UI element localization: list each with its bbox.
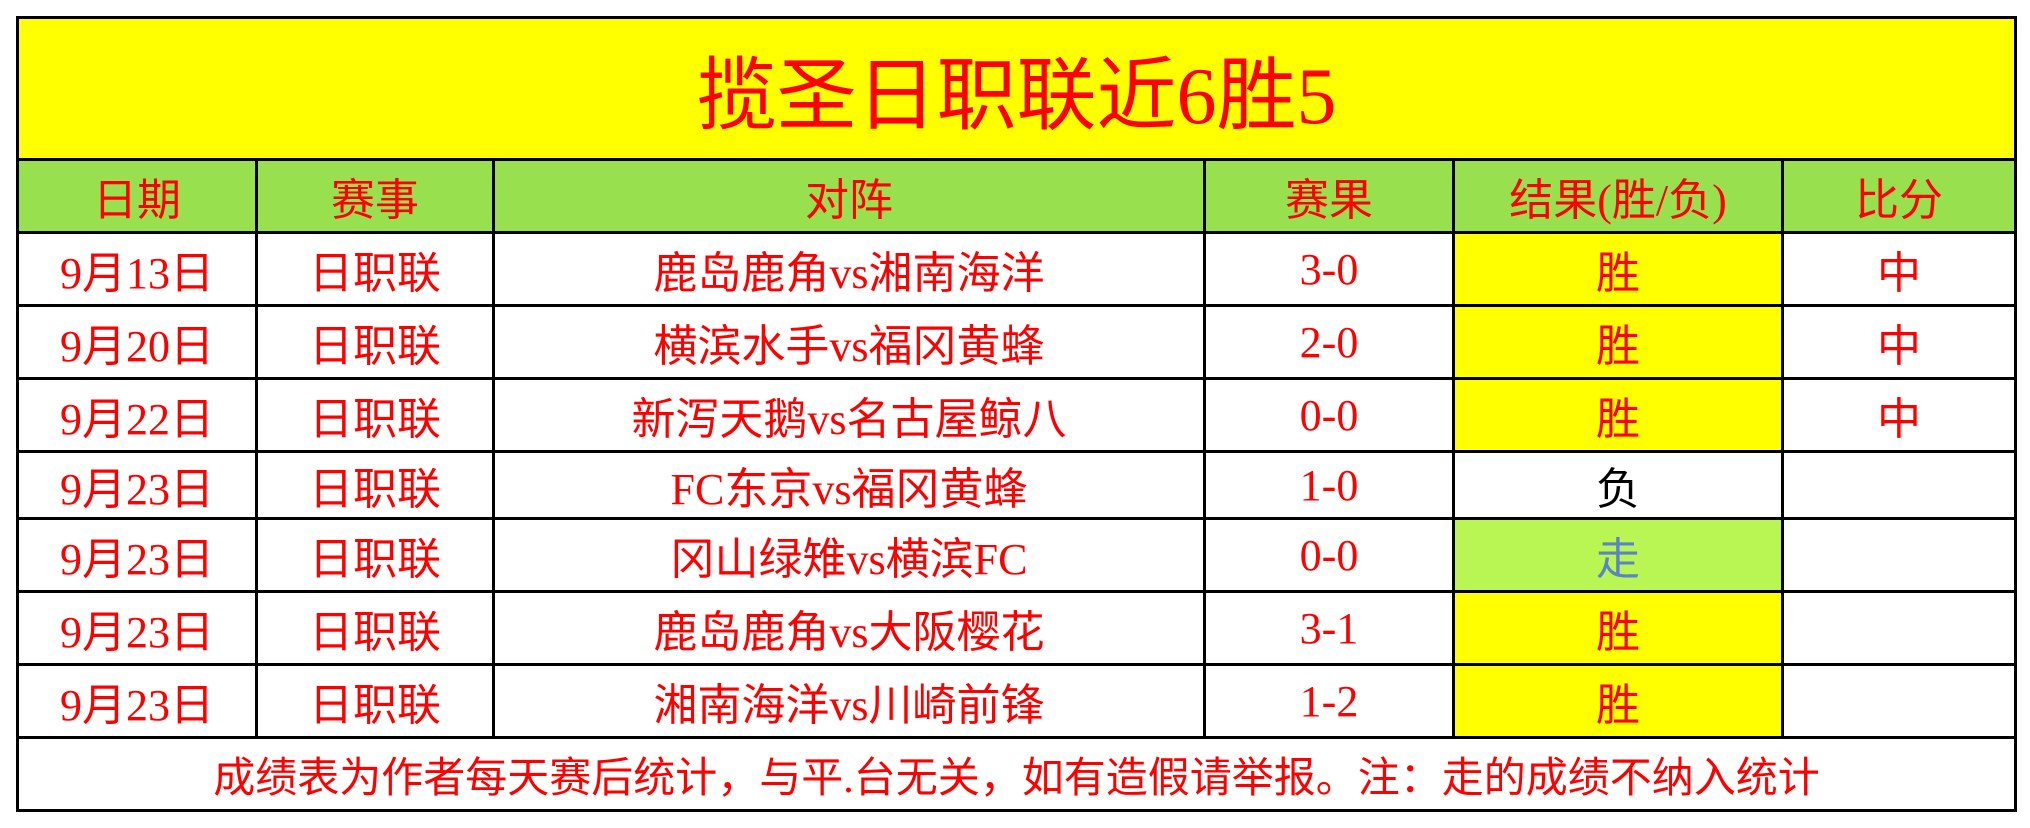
header-row: 日期 赛事 对阵 赛果 结果(胜/负) 比分 [16,158,2018,234]
table-row: 9月22日 日职联 新泻天鹅vs名古屋鲸八 0-0 胜中 [16,377,2018,453]
table-row: 9月20日 日职联 横滨水手vs福冈黄蜂 2-0 胜中 [16,304,2018,380]
table-title: 揽圣日职联近6胜5 [15,16,2018,161]
table-row: 9月23日 日职联 FC东京vs福冈黄蜂 1-0 负 [16,450,2018,520]
date-cell: 9月20日 [16,304,258,380]
result-cell: 胜 [1452,590,1784,666]
league-cell: 日职联 [255,450,495,520]
match-cell: 冈山绿雉vs横滨FC [492,517,1206,593]
results-table: 揽圣日职联近6胜5 日期 赛事 对阵 赛果 结果(胜/负) 比分 9月13日 日职… [15,16,2018,812]
date-cell: 9月23日 [16,450,258,520]
match-cell: FC东京vs福冈黄蜂 [492,450,1206,520]
result-cell: 胜 [1452,231,1784,307]
league-cell: 日职联 [255,231,495,307]
result-cell: 胜 [1452,304,1784,380]
table-row: 9月23日 日职联 冈山绿雉vs横滨FC 0-0 走 [16,517,2018,593]
header-league: 赛事 [255,158,495,234]
date-cell: 9月22日 [16,377,258,453]
pick-cell [1780,450,2018,520]
header-result: 结果(胜/负) [1452,158,1784,234]
score-cell: 1-2 [1203,663,1455,739]
result-cell: 胜 [1452,663,1784,739]
match-cell: 鹿岛鹿角vs大阪樱花 [492,590,1206,666]
date-cell: 9月23日 [16,663,258,739]
header-pick: 比分 [1780,158,2018,234]
table-row: 9月13日 日职联 鹿岛鹿角vs湘南海洋 3-0 胜中 [16,231,2018,307]
pick-cell: 中 [1780,304,2018,380]
league-cell: 日职联 [255,304,495,380]
table-row: 9月23日 日职联 湘南海洋vs川崎前锋 1-2 胜 [16,663,2018,739]
pick-cell [1780,517,2018,593]
score-cell: 0-0 [1203,377,1455,453]
score-cell: 1-0 [1203,450,1455,520]
table-row: 9月23日 日职联 鹿岛鹿角vs大阪樱花 3-1 胜 [16,590,2018,666]
score-cell: 3-0 [1203,231,1455,307]
league-cell: 日职联 [255,663,495,739]
footer-note: 成绩表为作者每天赛后统计，与平.台无关，如有造假请举报。注：走的成绩不纳入统计 [15,736,2018,812]
result-cell: 胜 [1452,377,1784,453]
header-score: 赛果 [1203,158,1455,234]
league-cell: 日职联 [255,377,495,453]
match-cell: 鹿岛鹿角vs湘南海洋 [492,231,1206,307]
date-cell: 9月23日 [16,517,258,593]
league-cell: 日职联 [255,590,495,666]
score-cell: 2-0 [1203,304,1455,380]
match-cell: 新泻天鹅vs名古屋鲸八 [492,377,1206,453]
score-cell: 3-1 [1203,590,1455,666]
pick-cell: 中 [1780,377,2018,453]
match-cell: 横滨水手vs福冈黄蜂 [492,304,1206,380]
date-cell: 9月13日 [16,231,258,307]
league-cell: 日职联 [255,517,495,593]
header-match: 对阵 [492,158,1206,234]
result-cell: 负 [1452,450,1784,520]
result-cell: 走 [1452,517,1784,593]
header-date: 日期 [16,158,258,234]
match-cell: 湘南海洋vs川崎前锋 [492,663,1206,739]
pick-cell [1780,663,2018,739]
pick-cell [1780,590,2018,666]
date-cell: 9月23日 [16,590,258,666]
score-cell: 0-0 [1203,517,1455,593]
pick-cell: 中 [1780,231,2018,307]
